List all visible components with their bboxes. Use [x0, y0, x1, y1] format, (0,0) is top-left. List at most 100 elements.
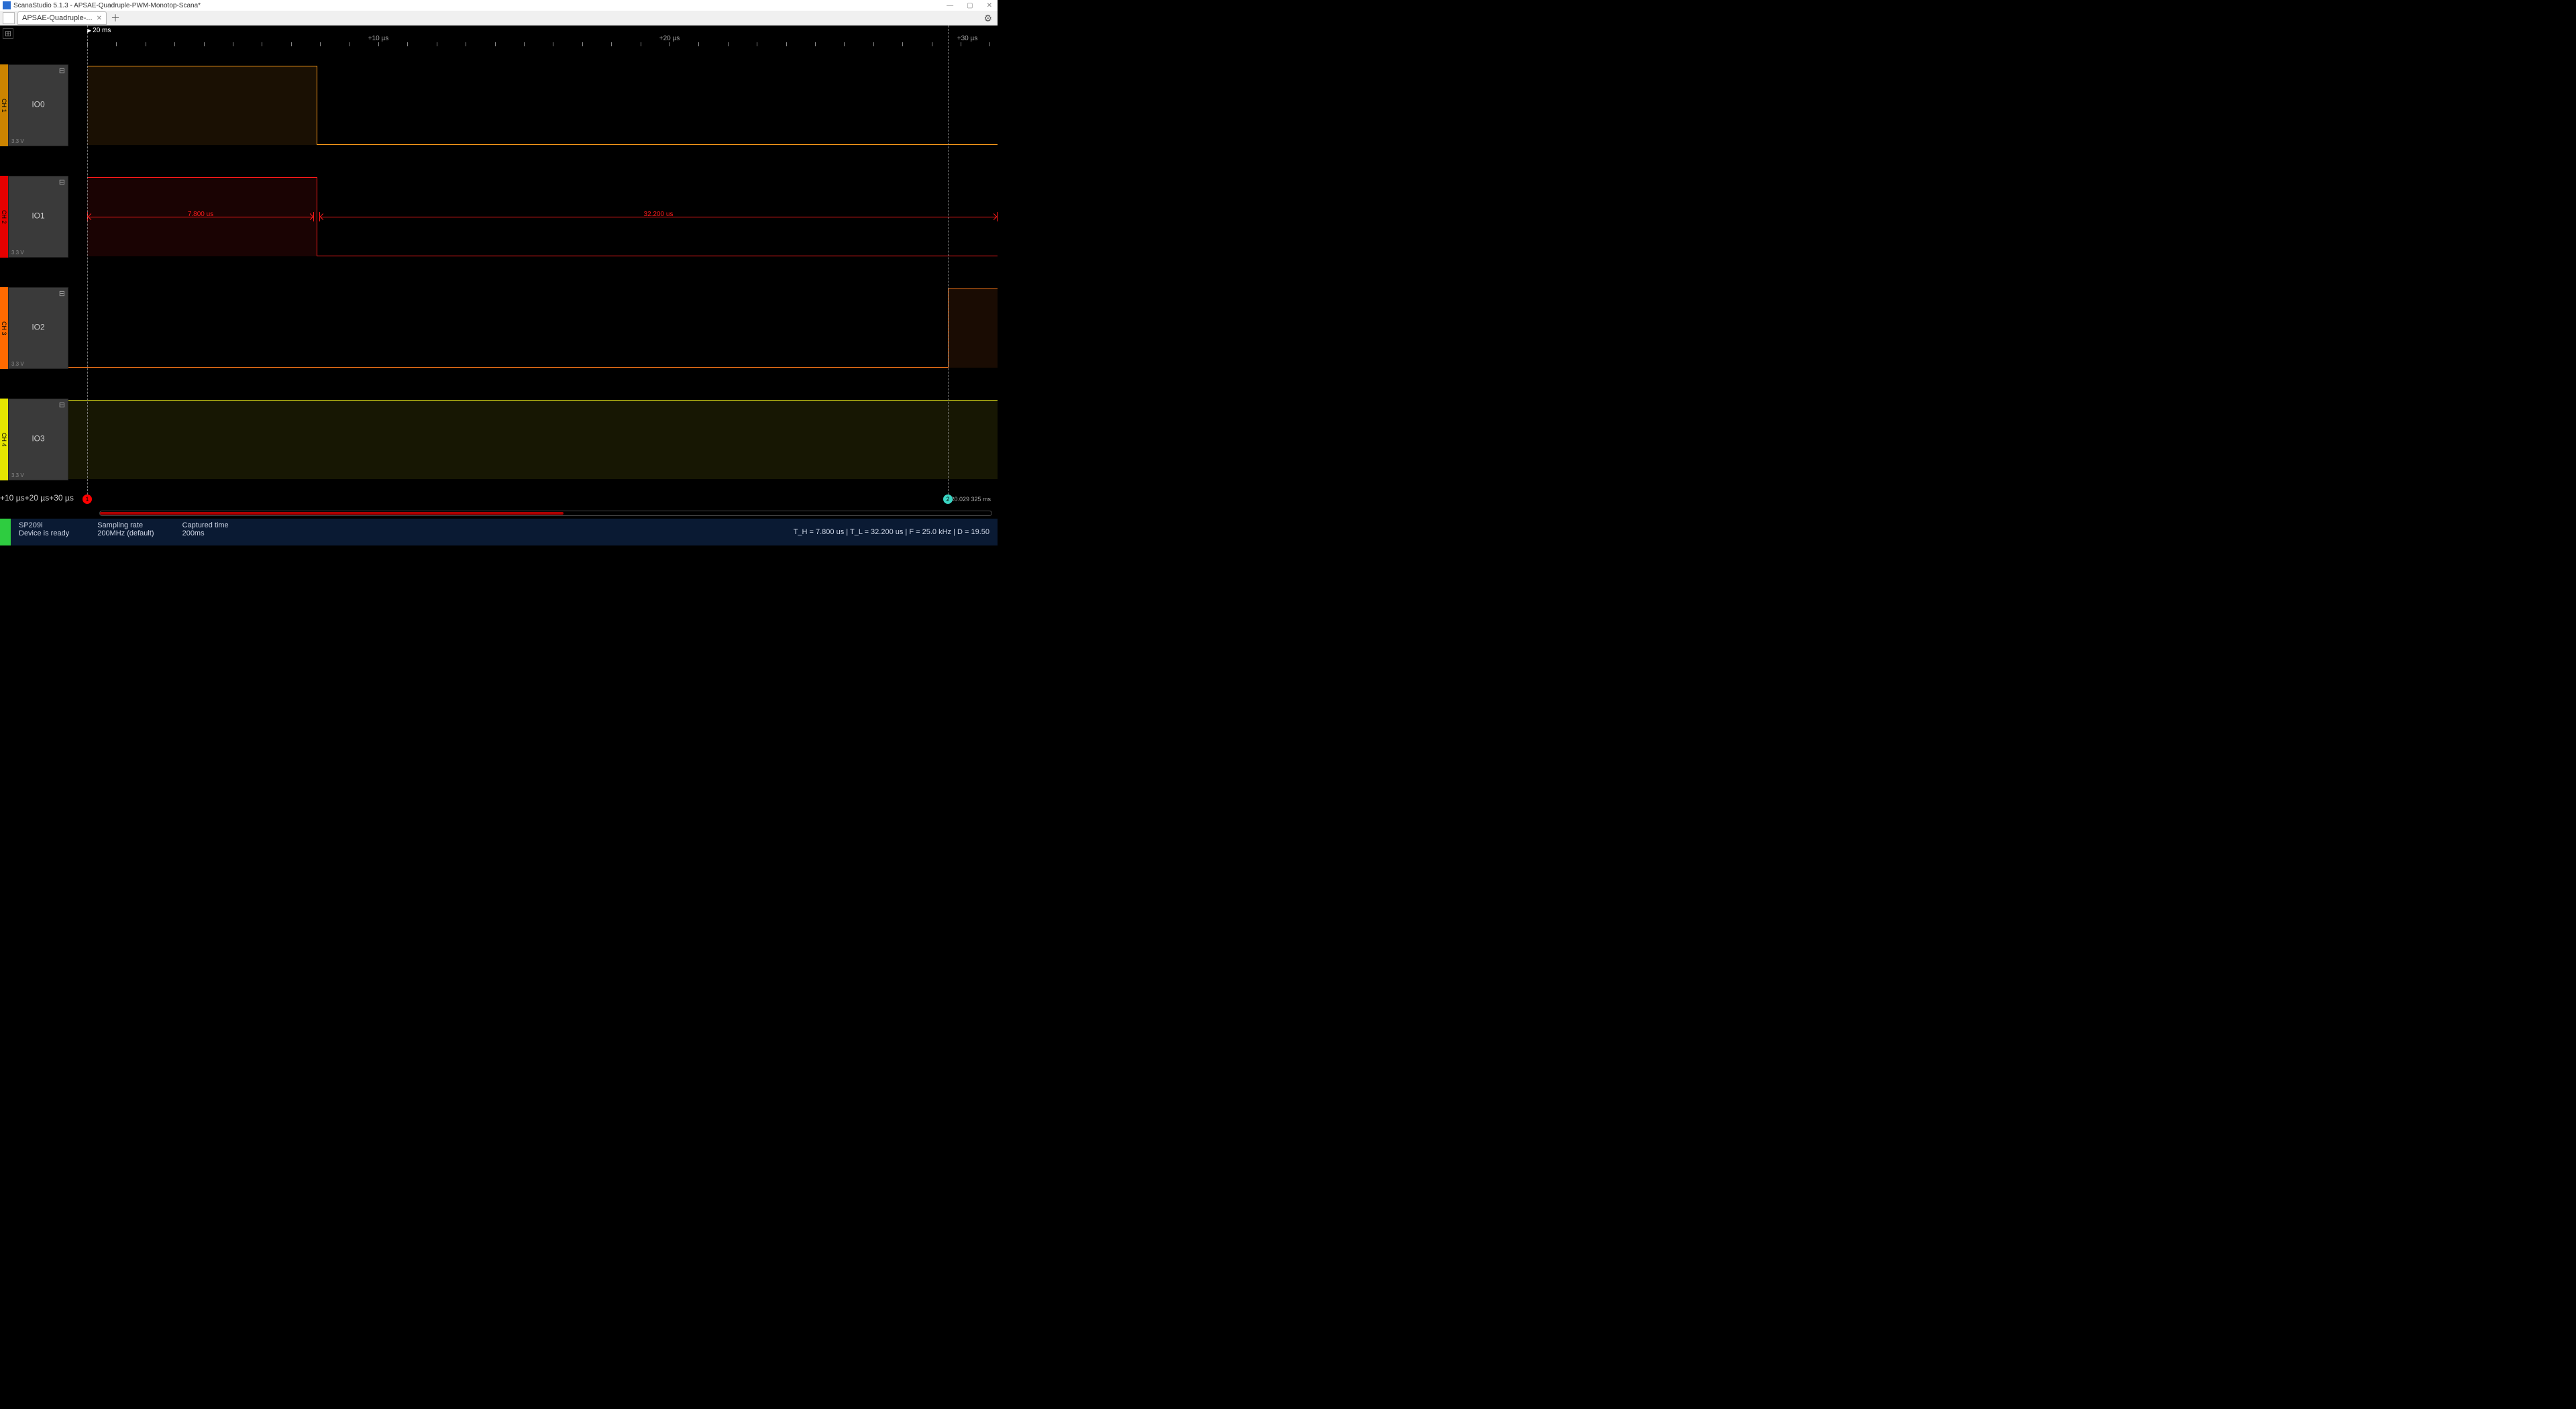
channel-voltage: 3.3 V [11, 472, 24, 478]
horizontal-scroll-track[interactable] [99, 511, 992, 516]
waveform-low-line [317, 144, 998, 145]
status-led [0, 519, 11, 545]
ruler-tick [989, 42, 990, 46]
tab-active[interactable]: APSAE-Quadruple-... ✕ [17, 11, 107, 25]
waveform-low-line [68, 367, 948, 368]
waveform-high-fill [87, 66, 317, 145]
channel-voltage: 3.3 V [11, 138, 24, 144]
capture-label: Captured time [182, 521, 229, 529]
waveform-top-line [68, 400, 998, 401]
ruler-major-label: +20 µs [25, 493, 50, 503]
channel-IO2: CH 3 ⊟ IO2 3.3 V [0, 287, 998, 369]
channel-tab[interactable]: CH 2 [0, 176, 8, 258]
collapse-channel-button[interactable]: ⊟ [59, 401, 65, 409]
waveform-top-line [87, 177, 317, 178]
ruler-tick [116, 42, 117, 46]
collapse-channel-button[interactable]: ⊟ [59, 289, 65, 298]
channel-name: IO3 [32, 434, 44, 443]
waveform-area[interactable]: 7.800 us 32.200 us [68, 176, 998, 258]
ruler-major-label: +30 µs [957, 35, 978, 42]
tab-close-button[interactable]: ✕ [97, 15, 102, 22]
ruler-tick [786, 42, 787, 46]
ruler-major-label: +10 µs [0, 493, 25, 503]
capture-value: 200ms [182, 529, 229, 537]
app-icon [3, 1, 11, 9]
channel-IO3: CH 4 ⊟ IO3 3.3 V [0, 399, 998, 480]
channel-IO0: CH 1 ⊟ IO0 3.3 V [0, 64, 998, 146]
measurement-label: 32.200 us [644, 211, 674, 218]
measurement-label: 7.800 us [188, 211, 213, 218]
cursor-marker-2[interactable]: 2 [943, 494, 953, 504]
channel-tab[interactable]: CH 3 [0, 287, 8, 369]
device-name: SP209i [19, 521, 69, 529]
waveform-area[interactable] [68, 399, 998, 480]
ruler-tick [204, 42, 205, 46]
horizontal-scroll-thumb[interactable] [100, 512, 564, 515]
window-title: ScanaStudio 5.1.3 - APSAE-Quadruple-PWM-… [13, 2, 201, 9]
ruler-major-label: +10 µs [368, 35, 389, 42]
time-origin-label: ▶20 ms [87, 27, 111, 34]
ruler-tick [174, 42, 175, 46]
waveform-high-fill [68, 400, 998, 479]
channel-name: IO2 [32, 323, 44, 332]
ruler-tick [728, 42, 729, 46]
ruler-tick [320, 42, 321, 46]
measurement-readout: T_H = 7.800 us | T_L = 32.200 us | F = 2… [794, 528, 998, 536]
collapse-channel-button[interactable]: ⊟ [59, 66, 65, 75]
ruler-tick [582, 42, 583, 46]
time-measurement: 7.800 us [87, 212, 314, 221]
time-measurement: 32.200 us [319, 212, 998, 221]
capture-block: Captured time 200ms [174, 519, 249, 545]
channel-IO1: CH 2 ⊟ IO1 3.3 V 7.800 us 32.200 us [0, 176, 998, 258]
channel-panel[interactable]: ⊟ IO1 3.3 V [8, 176, 68, 258]
close-button[interactable]: ✕ [987, 2, 992, 9]
collapse-channel-button[interactable]: ⊟ [59, 178, 65, 187]
cursor-time-readout: 20.029 325 ms [951, 496, 991, 503]
ruler-major-label: +20 µs [659, 35, 680, 42]
sampling-block: Sampling rate 200MHz (default) [89, 519, 174, 545]
ruler-tick [873, 42, 874, 46]
ruler-tick [524, 42, 525, 46]
ruler-tick [378, 42, 379, 46]
channel-panel[interactable]: ⊟ IO3 3.3 V [8, 399, 68, 480]
device-block: SP209i Device is ready [11, 519, 89, 545]
channel-panel[interactable]: ⊟ IO0 3.3 V [8, 64, 68, 146]
window-controls: — ▢ ✕ [947, 2, 998, 9]
channel-name: IO1 [32, 211, 44, 221]
cursor-line-1[interactable] [87, 25, 88, 494]
title-bar: ScanaStudio 5.1.3 - APSAE-Quadruple-PWM-… [0, 0, 998, 11]
channel-voltage: 3.3 V [11, 250, 24, 256]
ruler-tick [291, 42, 292, 46]
channel-name: IO0 [32, 100, 44, 109]
waveform-area[interactable] [68, 287, 998, 369]
ruler-tick [844, 42, 845, 46]
settings-button[interactable]: ⚙ [983, 13, 992, 24]
waveform-high-fill [948, 289, 998, 368]
sampling-value: 200MHz (default) [97, 529, 154, 537]
add-tab-button[interactable]: ＋ [111, 11, 120, 25]
cursor-line-2[interactable] [948, 25, 949, 494]
ruler-tick [495, 42, 496, 46]
maximize-button[interactable]: ▢ [967, 2, 973, 9]
ruler-tick [815, 42, 816, 46]
waveform-area[interactable] [68, 64, 998, 146]
ruler-tick [698, 42, 699, 46]
time-ruler: +10 µs +20 µs +30 µs [0, 35, 998, 46]
waveform-workspace[interactable]: ⊞ +10 µs+20 µs+30 µs +10 µs+20 µs+30 µs … [0, 25, 998, 519]
ruler-major-label: +30 µs [49, 493, 74, 503]
channel-panel[interactable]: ⊟ IO2 3.3 V [8, 287, 68, 369]
sampling-label: Sampling rate [97, 521, 154, 529]
ruler-tick [902, 42, 903, 46]
time-ruler-bottom: +10 µs+20 µs+30 µs [0, 493, 998, 504]
cursor-marker-1[interactable]: 1 [83, 494, 92, 504]
device-state: Device is ready [19, 529, 69, 537]
channel-voltage: 3.3 V [11, 361, 24, 367]
new-workspace-button[interactable] [3, 12, 15, 24]
channel-tab[interactable]: CH 1 [0, 64, 8, 146]
ruler-tick [669, 42, 670, 46]
status-bar: SP209i Device is ready Sampling rate 200… [0, 519, 998, 545]
minimize-button[interactable]: — [947, 2, 953, 9]
channel-tab[interactable]: CH 4 [0, 399, 8, 480]
tab-label: APSAE-Quadruple-... [22, 14, 93, 22]
ruler-tick [611, 42, 612, 46]
